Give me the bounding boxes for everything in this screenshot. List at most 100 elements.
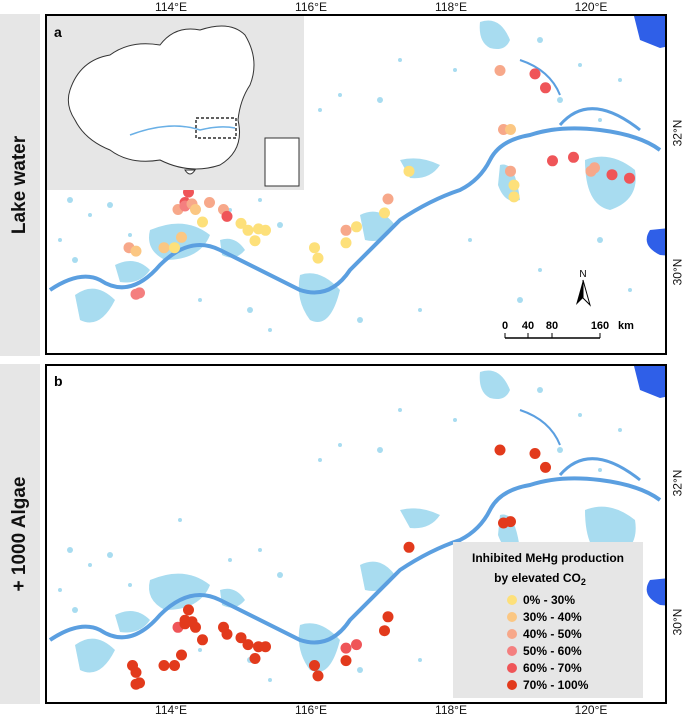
legend-title-line1: Inhibited MeHg production: [472, 551, 624, 565]
panel-a-site-39: [568, 151, 579, 163]
row-label-a: Lake water: [0, 14, 40, 356]
legend-swatch-2: [507, 629, 517, 639]
panel-a-site-35: [505, 165, 516, 177]
panel-a-site-30: [494, 65, 506, 76]
lon-tick-bottom-114: 114°E: [155, 703, 187, 717]
panel-a-site-26: [351, 221, 362, 233]
legend-swatch-4: [507, 663, 517, 673]
legend-swatch-3: [507, 646, 517, 656]
panel-b-site-27: [382, 611, 394, 623]
north-arrow: N: [576, 269, 591, 307]
legend-swatch-1: [507, 612, 517, 622]
panel-a-site-14: [204, 197, 215, 208]
panel-b-site-4: [158, 660, 170, 671]
panel-b-site-16: [235, 632, 247, 644]
lon-tick-bottom-116: 116°E: [295, 703, 327, 717]
panel-a-site-18: [242, 224, 254, 236]
panel-a-site-6: [176, 231, 187, 243]
panel-a-site-41: [589, 162, 600, 174]
panel-a-site-12: [190, 204, 201, 215]
panel-a-site-32: [540, 82, 551, 94]
panel-b-site-5: [169, 660, 180, 671]
panel-b-site-29: [494, 444, 506, 456]
panel-b-site-12: [190, 621, 201, 633]
panel-a-site-34: [505, 124, 516, 135]
panel-b-site-15: [221, 628, 233, 640]
panel-a-site-16: [221, 210, 233, 222]
scale-bar: 0 40 80 160 km: [502, 320, 634, 339]
inset-extent-box: [195, 117, 237, 139]
panel-b-letter: b: [54, 373, 63, 389]
panel-a-site-31: [529, 68, 541, 80]
panel-a-site-37: [508, 191, 520, 203]
panel-a-site-25: [340, 224, 352, 236]
panel-b-site-26: [379, 625, 390, 637]
row-label-b: + 1000 Algae: [0, 364, 40, 704]
panel-a-site-20: [260, 224, 271, 236]
north-arrow-label: N: [579, 269, 586, 280]
panel-a-site-42: [606, 169, 618, 181]
panel-a-site-36: [508, 179, 520, 191]
panel-a-site-27: [379, 207, 390, 219]
legend-label-0: 0% - 30%: [523, 593, 575, 607]
panel-a-site-24: [340, 237, 352, 249]
inset-china-map: [46, 15, 304, 190]
panel-b-site-13: [197, 634, 208, 646]
panel-b-site-31: [540, 461, 551, 473]
panel-a-site-17: [235, 217, 247, 229]
china-outline: [67, 25, 255, 170]
legend-label-2: 40% - 50%: [523, 627, 582, 641]
panel-a-site-23: [312, 252, 324, 264]
panel-b-site-9: [183, 604, 194, 616]
south-china-sea-inset: [264, 137, 300, 187]
panel-b-site-6: [176, 649, 187, 661]
panel-b-frame: [45, 364, 667, 704]
panel-b-site-17: [242, 639, 254, 651]
legend-title-line2: by elevated CO2: [494, 571, 586, 587]
legend-swatch-5: [507, 680, 517, 690]
panel-a-letter: a: [54, 24, 62, 40]
panel-b-sites: [127, 444, 635, 690]
panel-a-site-1: [130, 288, 142, 300]
legend-label-1: 30% - 40%: [523, 610, 582, 624]
scale-label-40: 40: [522, 320, 534, 332]
panel-b-site-20: [249, 653, 261, 664]
lon-tick-bottom-118: 118°E: [435, 703, 467, 717]
legend-label-3: 50% - 60%: [523, 644, 582, 658]
panel-b-site-21: [309, 660, 320, 671]
panel-b-site-22: [312, 670, 324, 682]
scale-label-80: 80: [546, 320, 558, 332]
panel-b-site-3: [130, 666, 142, 678]
lon-tick-top-120: 120°E: [574, 0, 608, 14]
scale-label-160: 160: [591, 320, 609, 332]
legend: Inhibited MeHg production by elevated CO…: [453, 542, 643, 698]
scale-label-0: 0: [502, 320, 508, 332]
panel-b-site-25: [351, 639, 362, 651]
panel-a-site-38: [547, 155, 558, 167]
panel-a-frame: [45, 14, 667, 355]
panel-a-site-3: [130, 245, 142, 257]
panel-b-site-23: [340, 655, 352, 667]
panel-b-site-19: [260, 641, 271, 653]
panel-a-site-29: [403, 165, 415, 177]
panel-a-site-28: [382, 193, 394, 205]
scale-unit: km: [618, 320, 634, 332]
panel-a-site-4: [158, 242, 170, 254]
panel-a-site-43: [624, 172, 635, 184]
legend-label-5: 70% - 100%: [523, 678, 589, 692]
lon-tick-top-114: 114°E: [155, 0, 187, 14]
panel-a-site-22: [309, 242, 320, 254]
panel-b-site-24: [340, 642, 352, 654]
panel-a-site-21: [249, 235, 261, 247]
panel-b-site-33: [505, 516, 516, 528]
panel-b-site-1: [130, 678, 142, 690]
panel-b-site-30: [529, 448, 541, 459]
lon-tick-bottom-120: 120°E: [574, 703, 608, 717]
lon-tick-top-116: 116°E: [295, 0, 327, 14]
panel-a-site-13: [197, 216, 208, 228]
panel-a-site-5: [169, 242, 180, 254]
legend-swatch-0: [507, 595, 517, 605]
panel-b-site-28: [403, 541, 415, 553]
lon-tick-top-118: 118°E: [435, 0, 467, 14]
